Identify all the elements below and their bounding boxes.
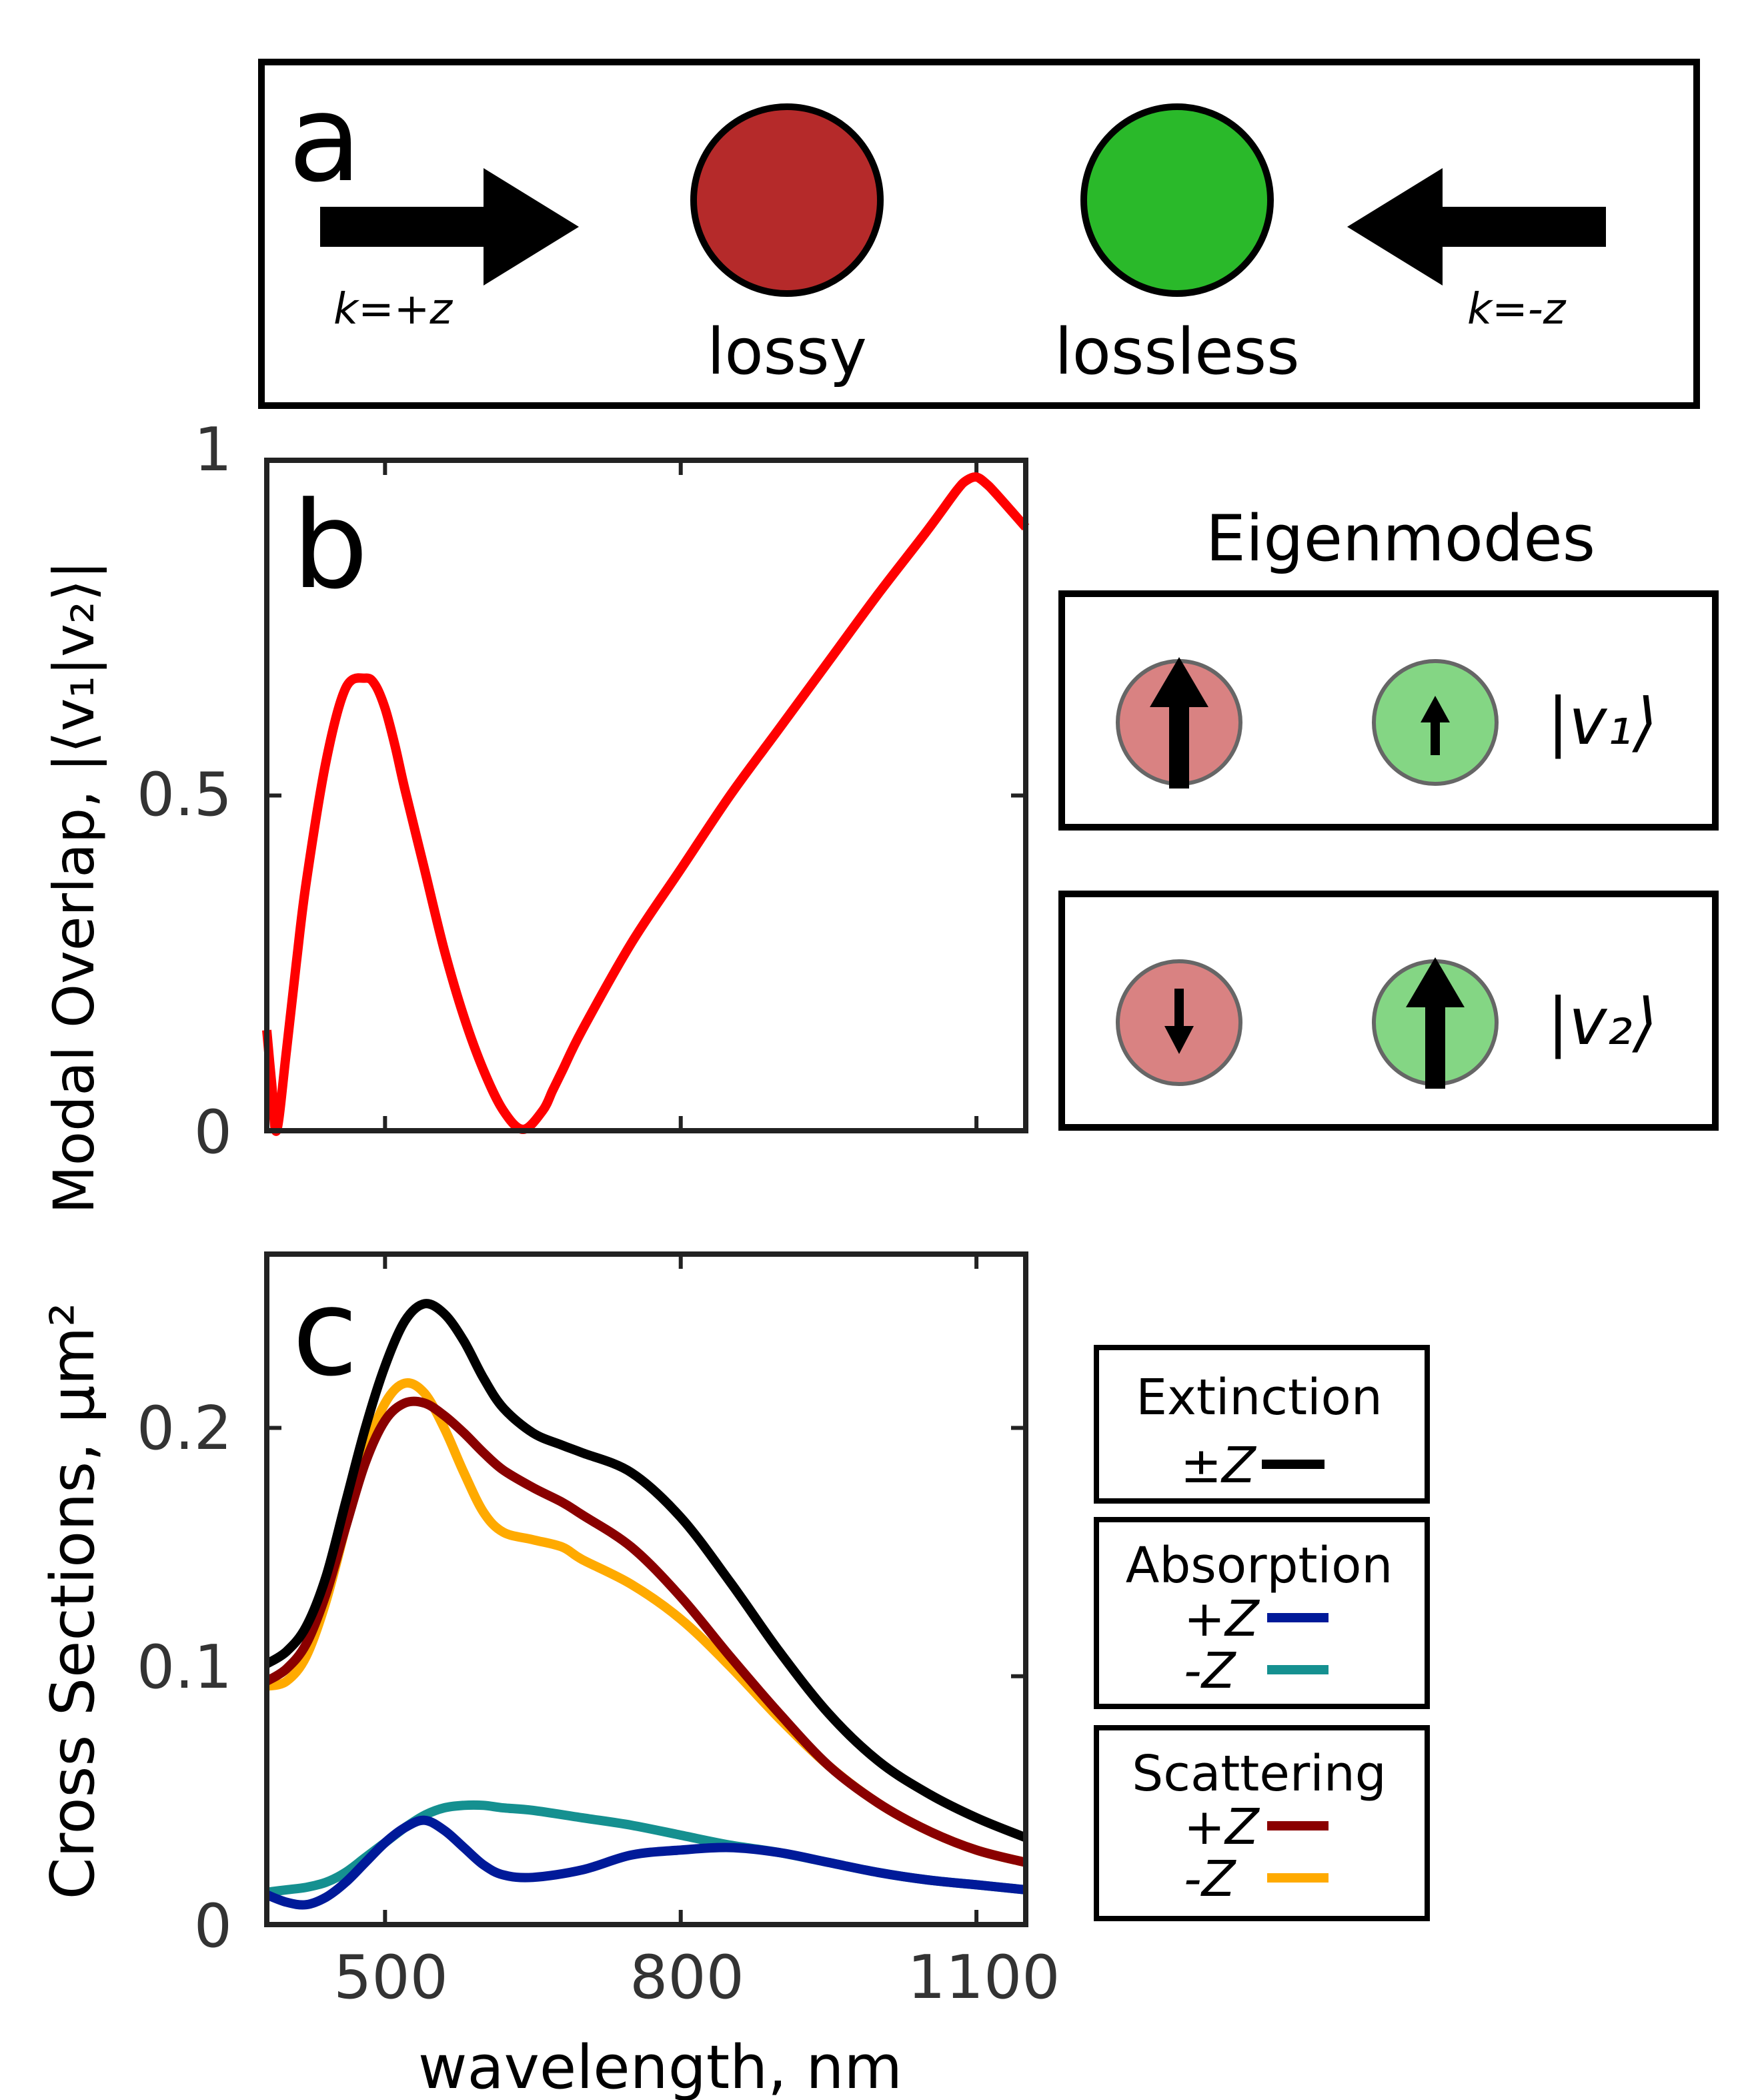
c-series-scattering-z xyxy=(264,1396,1027,1867)
arrow-right-icon xyxy=(320,168,579,286)
arrow-left-icon xyxy=(1347,168,1606,286)
panel-c-ytick-label-0.2: 0.2 xyxy=(137,1394,232,1464)
b-series-overlap xyxy=(262,472,1030,1136)
eigenmodes-title: Eigenmodes xyxy=(1206,502,1595,576)
legend-scattering-title: Scattering xyxy=(1132,1745,1386,1802)
c-series-absorption-z xyxy=(265,1815,1026,1910)
mode2-ket-label: |v₂⟩ xyxy=(1547,985,1657,1060)
panel-b-ytick-label-0: 0 xyxy=(194,1097,232,1167)
arrow-down-small-icon xyxy=(1164,989,1194,1054)
panel-a-label: a xyxy=(288,69,361,209)
panel-c-lines xyxy=(264,1299,1028,1910)
panel-a: a k=+z k=-z lossy lossless xyxy=(258,59,1700,409)
panel-c-ytick-label-0: 0 xyxy=(194,1891,232,1961)
panel-c-axes-frame xyxy=(264,1251,1028,1927)
legend-absorption-box xyxy=(1094,1517,1430,1709)
panel-a-frame xyxy=(258,59,1700,409)
arrow-up-large-icon xyxy=(1150,657,1208,789)
eigenmode-1-box xyxy=(1058,590,1719,831)
legend-absorption-minus-entry: -Z xyxy=(1184,1642,1237,1700)
arrow-up-large-icon xyxy=(1406,957,1465,1089)
lossless-label: lossless xyxy=(1054,316,1299,389)
panel-b-axes-frame xyxy=(264,458,1028,1133)
eigenmodes-panel: Eigenmodes |v₁⟩ |v₂⟩ xyxy=(1058,502,1719,1131)
panel-c-label: c xyxy=(292,1263,358,1403)
legend: Extinction ±Z Absorption +Z -Z Scatterin… xyxy=(1094,1345,1430,1921)
panel-c-xtick-label-800: 800 xyxy=(630,1943,744,2013)
lossless-particle xyxy=(1080,103,1274,297)
panel-c-xtick-label-1100: 1100 xyxy=(907,1943,1060,2013)
panel-c-ylabel: Cross Sections, μm² xyxy=(38,1303,108,1900)
legend-extinction-box xyxy=(1094,1345,1430,1504)
arrow-up-small-icon xyxy=(1421,696,1450,755)
panel-b-ylabel: Modal Overlap, |⟨v₁|v₂⟩| xyxy=(41,560,107,1214)
legend-absorption-plus-entry: +Z xyxy=(1184,1590,1260,1648)
c-series-extinction-z xyxy=(264,1299,1028,1843)
legend-extinction-title: Extinction xyxy=(1136,1369,1382,1426)
legend-scattering-minus-entry: -Z xyxy=(1184,1851,1237,1908)
eigenmode-2-box xyxy=(1058,891,1719,1131)
k-minus-z-label: k=-z xyxy=(1467,285,1567,334)
panel-b-lines xyxy=(262,472,1030,1136)
lossy-label: lossy xyxy=(707,316,867,389)
legend-absorption-title: Absorption xyxy=(1126,1537,1393,1594)
mode1-ket-label: |v₁⟩ xyxy=(1547,684,1657,760)
panel-c: c 0.2 0.1 0 500 800 1100 wavelength, nm … xyxy=(38,1251,1060,2100)
panel-b-ticks xyxy=(267,458,1026,1133)
panel-b-label: b xyxy=(292,476,368,616)
legend-scattering-box xyxy=(1094,1725,1430,1921)
panel-b-ytick-label-1: 1 xyxy=(194,415,232,485)
panel-b: b 1 0.5 0 Modal Overlap, |⟨v₁|v₂⟩| xyxy=(41,415,1030,1214)
legend-extinction-entry: ±Z xyxy=(1180,1437,1257,1494)
c-series-scattering-z xyxy=(265,1378,1027,1867)
panel-b-ytick-label-0.5: 0.5 xyxy=(137,760,232,830)
lossy-particle xyxy=(690,103,884,297)
panel-c-ytick-label-0.1: 0.1 xyxy=(137,1632,232,1702)
legend-scattering-plus-entry: +Z xyxy=(1184,1798,1260,1856)
k-plus-z-label: k=+z xyxy=(333,285,453,334)
panel-c-xlabel: wavelength, nm xyxy=(418,2033,902,2100)
panel-c-xtick-label-500: 500 xyxy=(333,1943,448,2013)
